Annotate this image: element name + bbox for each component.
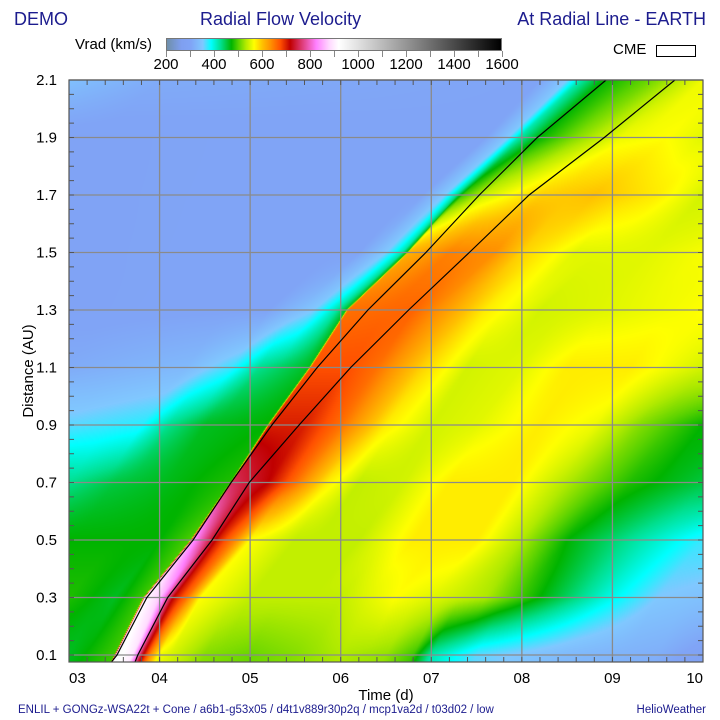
colorbar-tick-mark <box>309 51 311 57</box>
y-tick-label: 1.7 <box>36 187 57 204</box>
colorbar-tick-label: 1000 <box>341 56 375 73</box>
colorbar-tick-mark <box>237 51 239 57</box>
y-tick-label: 0.9 <box>36 417 57 434</box>
colorbar-tick-mark <box>429 51 431 57</box>
helioweather-credit: HelioWeather <box>636 704 706 716</box>
colorbar-tick-mark <box>501 51 503 57</box>
y-tick-label: 0.3 <box>36 590 57 607</box>
y-tick-label: 1.5 <box>36 245 57 262</box>
plot-frame <box>68 79 704 663</box>
colorbar-tick-label: 1600 <box>485 56 519 73</box>
colorbar-tick-mark <box>189 51 191 57</box>
y-tick-label: 1.3 <box>36 302 57 319</box>
x-tick-label: 06 <box>332 670 349 687</box>
colorbar-tick-mark <box>477 51 479 57</box>
colorbar-label: Vrad (km/s) <box>75 36 152 53</box>
colorbar-tick-mark <box>453 51 455 57</box>
radial-line-label: At Radial Line - EARTH <box>517 9 706 29</box>
colorbar-tick-mark <box>165 51 167 57</box>
colorbar-tick-label: 1200 <box>389 56 423 73</box>
velocity-heatmap <box>69 80 703 662</box>
colorbar-tick-mark <box>285 51 287 57</box>
x-tick-label: 05 <box>242 670 259 687</box>
cme-legend-box <box>656 45 696 57</box>
colorbar-tick-label: 600 <box>249 56 275 73</box>
x-tick-label: 03 <box>69 670 86 687</box>
colorbar <box>166 38 502 51</box>
colorbar-tick-label: 200 <box>153 56 179 73</box>
y-tick-label: 1.9 <box>36 130 57 147</box>
colorbar-tick-label: 800 <box>297 56 323 73</box>
colorbar-tick-mark <box>333 51 335 57</box>
x-tick-label: 08 <box>514 670 531 687</box>
cme-leading-edge-line <box>111 79 607 663</box>
colorbar-tick-label: 400 <box>201 56 227 73</box>
colorbar-tick-mark <box>381 51 383 57</box>
x-tick-label: 04 <box>151 670 168 687</box>
y-tick-label: 0.5 <box>36 532 57 549</box>
y-tick-label: 0.7 <box>36 475 57 492</box>
model-config-footer: ENLIL + GONGz-WSA22t + Cone / a6b1-g53x0… <box>18 704 494 716</box>
x-tick-label: 10 <box>686 670 703 687</box>
y-tick-label: 1.1 <box>36 360 57 377</box>
x-tick-label: 09 <box>604 670 621 687</box>
y-tick-label: 0.1 <box>36 647 57 664</box>
colorbar-tick-label: 1400 <box>437 56 471 73</box>
plot-title: Radial Flow Velocity <box>200 9 362 29</box>
colorbar-tick-mark <box>357 51 359 57</box>
y-tick-label: 2.1 <box>36 72 57 89</box>
demo-label: DEMO <box>14 9 68 29</box>
cme-trailing-edge-line <box>134 79 676 663</box>
colorbar-tick-mark <box>405 51 407 57</box>
colorbar-tick-mark <box>213 51 215 57</box>
x-tick-label: 07 <box>423 670 440 687</box>
x-axis-title: Time (d) <box>358 687 413 704</box>
colorbar-tick-mark <box>261 51 263 57</box>
cme-legend-label: CME <box>613 41 647 58</box>
y-axis-title: Distance (AU) <box>20 324 37 417</box>
